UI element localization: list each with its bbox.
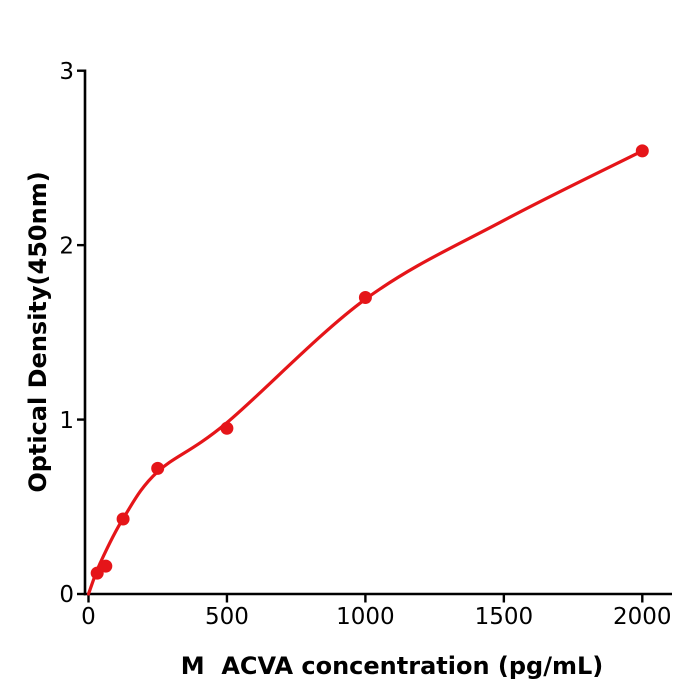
x-tick-group: 1000	[336, 594, 395, 630]
x-tick-group: 0	[81, 594, 96, 630]
data-point	[151, 461, 165, 475]
y-axis-ticks: 0 1 2 3	[59, 59, 85, 608]
y-tick-group: 3	[59, 59, 85, 85]
x-tick-group: 1500	[475, 594, 534, 630]
y-axis-title: Optical Density(450nm)	[24, 171, 52, 492]
x-tick-label: 1500	[475, 604, 534, 630]
y-tick-label: 1	[59, 408, 74, 434]
x-axis-title: M ACVA concentration (pg/mL)	[181, 652, 604, 680]
data-point	[90, 566, 104, 580]
y-tick-label: 2	[59, 233, 74, 259]
x-tick-label: 500	[205, 604, 249, 630]
x-axis-ticks: 0 500 1000 1500 2000	[81, 594, 672, 630]
axes	[83, 69, 672, 596]
x-tick-label: 2000	[613, 604, 672, 630]
y-tick-group: 0	[59, 582, 85, 608]
data-points	[90, 144, 649, 580]
x-tick-label: 1000	[336, 604, 395, 630]
y-tick-label: 3	[59, 59, 74, 85]
fit-curve-line	[86, 149, 644, 596]
y-tick-group: 1	[59, 408, 85, 434]
data-point	[358, 291, 372, 304]
data-point	[635, 144, 649, 158]
x-tick-group: 2000	[613, 594, 672, 630]
data-point	[99, 559, 113, 573]
y-tick-label: 0	[59, 582, 74, 608]
x-tick-group: 500	[205, 594, 249, 630]
x-tick-label: 0	[81, 604, 96, 630]
data-point	[116, 512, 130, 526]
y-tick-group: 2	[59, 233, 85, 259]
data-point	[220, 421, 234, 435]
